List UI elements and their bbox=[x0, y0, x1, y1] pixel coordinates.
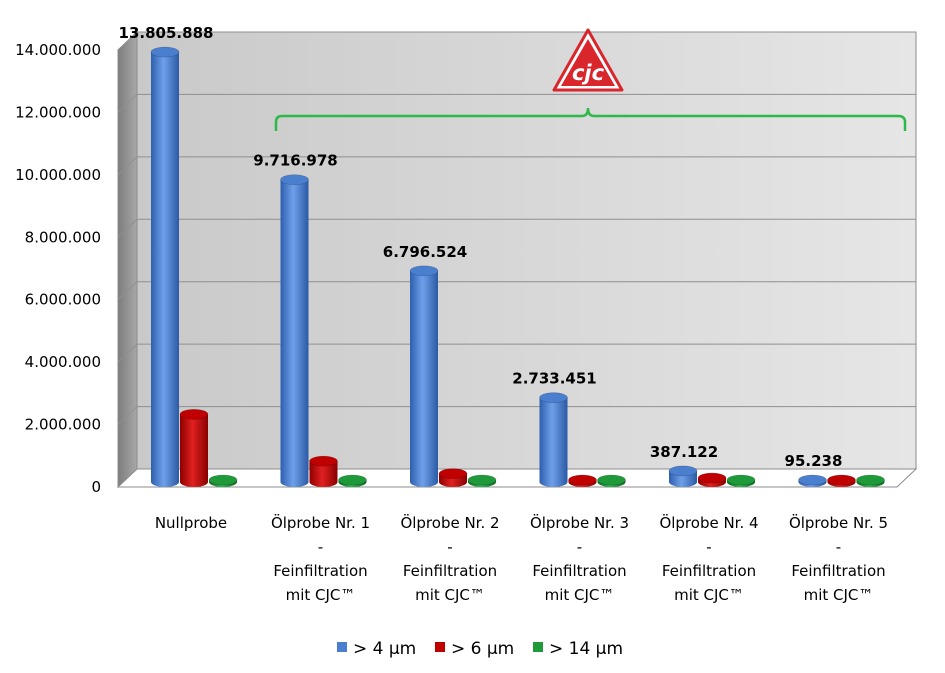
bar bbox=[856, 474, 885, 487]
bar bbox=[438, 468, 468, 487]
y-tick-label: 0 bbox=[91, 478, 101, 496]
bar bbox=[179, 409, 209, 487]
cjc-logo: cjc bbox=[552, 28, 624, 92]
bar bbox=[697, 472, 727, 487]
gridline-side bbox=[117, 343, 138, 363]
category-label: Nullprobe bbox=[155, 514, 227, 532]
bar bbox=[280, 174, 309, 487]
bar bbox=[208, 474, 238, 487]
y-tick-label: 8.000.000 bbox=[25, 228, 101, 246]
side-wall bbox=[117, 30, 138, 489]
category-label: Ölprobe Nr. 2 -Feinfiltration mit CJC™ bbox=[400, 513, 499, 604]
y-tick-label: 2.000.000 bbox=[25, 416, 101, 434]
legend-item: > 14 µm bbox=[533, 639, 623, 659]
cjc-logo-text: cjc bbox=[572, 61, 605, 85]
floor bbox=[116, 468, 918, 488]
bar bbox=[409, 265, 439, 487]
bar bbox=[467, 474, 497, 487]
category-labels: Nullprobe Ölprobe Nr. 1 -Feinfiltration mit… bbox=[155, 513, 888, 604]
bar bbox=[726, 474, 756, 487]
legend-label: > 6 µm bbox=[451, 639, 514, 659]
legend-label: > 4 µm bbox=[353, 639, 416, 659]
legend-swatch bbox=[533, 642, 543, 652]
category-label: Ölprobe Nr. 5 -Feinfiltration mit CJC™ bbox=[789, 513, 888, 604]
data-label: 387.122 bbox=[650, 443, 718, 461]
gridline-side bbox=[117, 94, 138, 113]
category-label: Ölprobe Nr. 3 -Feinfiltration mit CJC™ bbox=[530, 513, 629, 604]
bars bbox=[150, 46, 885, 487]
cjc-annotation: cjc bbox=[274, 28, 907, 131]
gridline-side bbox=[117, 281, 138, 301]
data-label: 6.796.524 bbox=[383, 243, 467, 261]
bar bbox=[827, 474, 856, 487]
bar bbox=[798, 474, 827, 487]
legend-swatch bbox=[337, 642, 347, 652]
filtration-bracket bbox=[274, 107, 907, 131]
y-tick-label: 6.000.000 bbox=[25, 291, 101, 309]
bar bbox=[568, 474, 597, 487]
legend-label: > 14 µm bbox=[549, 639, 623, 659]
y-axis-ticks: 0 2.000.000 4.000.000 6.000.000 8.000.000 10.… bbox=[15, 41, 101, 496]
gridline-side bbox=[117, 156, 138, 176]
legend-swatch bbox=[435, 642, 445, 652]
gridline-side bbox=[117, 218, 138, 238]
data-label: 2.733.451 bbox=[512, 370, 596, 388]
data-labels: 13.805.888 9.716.978 6.796.524 2.733.451 387… bbox=[119, 24, 843, 470]
gridline-side bbox=[117, 406, 138, 425]
legend-item: > 4 µm bbox=[337, 639, 416, 659]
data-label: 13.805.888 bbox=[119, 24, 214, 42]
y-tick-label: 12.000.000 bbox=[15, 103, 101, 121]
category-label: Ölprobe Nr. 1 -Feinfiltration mit CJC™ bbox=[271, 513, 370, 604]
data-label: 9.716.978 bbox=[253, 152, 337, 170]
gridlines bbox=[117, 31, 916, 425]
data-label: 95.238 bbox=[785, 452, 843, 470]
bar bbox=[597, 474, 626, 487]
back-wall bbox=[136, 31, 917, 470]
cjc-logo-inner bbox=[561, 39, 615, 86]
bar bbox=[668, 465, 698, 487]
bar bbox=[539, 392, 568, 487]
category-label: Ölprobe Nr. 4 -Feinfiltration mit CJC™ bbox=[659, 513, 758, 604]
y-tick-label: 14.000.000 bbox=[15, 41, 101, 59]
legend: > 4 µm > 6 µm > 14 µm bbox=[337, 639, 623, 659]
y-tick-label: 4.000.000 bbox=[25, 353, 101, 371]
bar bbox=[338, 474, 367, 487]
y-tick-label: 10.000.000 bbox=[15, 166, 101, 184]
plot-area bbox=[116, 30, 918, 489]
bar bbox=[150, 46, 180, 487]
gridline-side bbox=[117, 31, 138, 51]
bar bbox=[309, 455, 338, 487]
legend-item: > 6 µm bbox=[435, 639, 514, 659]
